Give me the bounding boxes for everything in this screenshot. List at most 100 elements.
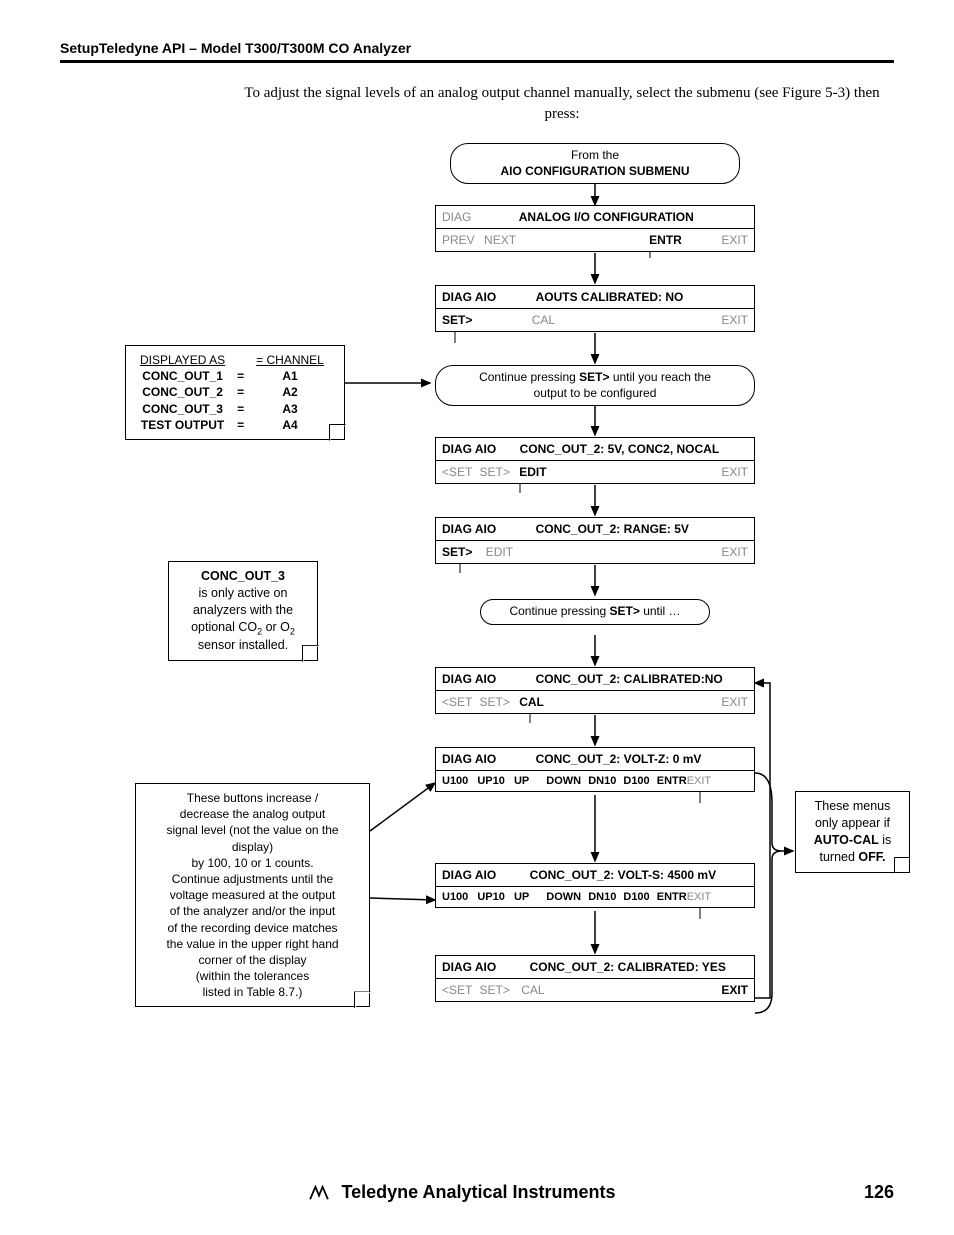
menu2-cal[interactable]: CAL [532,313,555,327]
chmap-r2c: A2 [250,384,330,400]
menu6-up10[interactable]: UP10 [477,775,505,787]
b2a: Continue pressing [509,604,609,618]
chmap-r1c: A1 [250,368,330,384]
menu1-entr[interactable]: ENTR [649,233,682,247]
menu2-set[interactable]: SET> [442,313,472,327]
menu4-edit[interactable]: EDIT [486,545,513,559]
bubble-top-line1: From the [571,148,619,162]
menu5-exit[interactable]: EXIT [721,695,748,709]
b1c: until you reach the [610,370,711,384]
channel-map-table: DISPLAYED AS= CHANNEL CONC_OUT_1=A1 CONC… [134,352,330,433]
menu-volt-s: DIAG AIO CONC_OUT_2: VOLT-S: 4500 mV U10… [435,863,755,908]
menu1-exit[interactable]: EXIT [721,233,748,247]
menu-conc-out-2-cal-yes: DIAG AIO CONC_OUT_2: CALIBRATED: YES <SE… [435,955,755,1002]
menu2-title: AOUTS CALIBRATED: NO [536,290,684,304]
page-header: SetupTeledyne API – Model T300/T300M CO … [60,40,894,63]
chmap-r2b: = [231,384,250,400]
nbj: the value in the upper right hand [166,937,338,951]
menu4-diag: DIAG AIO [442,522,496,536]
menu7-down[interactable]: DOWN [546,891,581,903]
nba: These buttons increase / [187,791,318,805]
nc3e: sensor installed. [198,638,288,652]
teledyne-logo-icon [308,1185,330,1201]
bubble-aio-submenu: From the AIO CONFIGURATION SUBMENU [450,143,740,184]
chmap-r3b: = [231,401,250,417]
footer-text: Teledyne Analytical Instruments [341,1182,615,1202]
menu8-lset[interactable]: <SET [442,983,472,997]
intro-text: To adjust the signal levels of an analog… [230,83,894,125]
b1d: output to be configured [534,386,657,400]
note-channel-map: DISPLAYED AS= CHANNEL CONC_OUT_1=A1 CONC… [125,345,345,440]
menu3-edit[interactable]: EDIT [519,465,546,479]
nc3c: analyzers with the [193,603,293,617]
bubble-press-set-2: Continue pressing SET> until … [480,599,710,625]
menu3-exit[interactable]: EXIT [721,465,748,479]
menu7-up[interactable]: UP [514,891,529,903]
menu8-rset[interactable]: SET> [479,983,509,997]
chmap-r3a: CONC_OUT_3 [134,401,231,417]
menu1-title: ANALOG I/O CONFIGURATION [519,210,694,224]
bubble-press-set-1: Continue pressing SET> until you reach t… [435,365,755,406]
menu6-dn10[interactable]: DN10 [588,775,616,787]
nc3d3: or O [262,620,290,634]
menu6-up[interactable]: UP [514,775,529,787]
menu8-diag: DIAG AIO [442,960,496,974]
nbi: of the recording device matches [167,921,337,935]
nrc2: is [879,833,892,847]
menu5-title: CONC_OUT_2: CALIBRATED:NO [536,672,723,686]
menu7-u100[interactable]: U100 [442,891,468,903]
menu6-diag: DIAG AIO [442,752,496,766]
chmap-r3c: A3 [250,401,330,417]
menu1-prev[interactable]: PREV [442,233,475,247]
chmap-h2: = CHANNEL [250,352,330,368]
chmap-r4b: = [231,417,250,433]
menu6-u100[interactable]: U100 [442,775,468,787]
menu7-entr[interactable]: ENTR [657,891,687,903]
menu7-exit[interactable]: EXIT [687,891,711,903]
menu1-next[interactable]: NEXT [484,233,516,247]
page-footer: Teledyne Analytical Instruments 126 [60,1182,894,1203]
nbc: signal level (not the value on the [166,823,338,837]
nc3d: optional CO [191,620,257,634]
b2b: SET> [610,604,640,618]
menu3-rset[interactable]: SET> [479,465,509,479]
menu3-lset[interactable]: <SET [442,465,472,479]
chmap-r4c: A4 [250,417,330,433]
menu6-title: CONC_OUT_2: VOLT-Z: 0 mV [536,752,702,766]
menu8-cal[interactable]: CAL [521,983,544,997]
menu7-up10[interactable]: UP10 [477,891,505,903]
menu-conc-out-2-range: DIAG AIO CONC_OUT_2: RANGE: 5V SET> EDIT… [435,517,755,564]
chmap-r4a: TEST OUTPUT [134,417,231,433]
menu8-title: CONC_OUT_2: CALIBRATED: YES [530,960,726,974]
b1b: SET> [579,370,609,384]
menu4-title: CONC_OUT_2: RANGE: 5V [536,522,689,536]
page: SetupTeledyne API – Model T300/T300M CO … [0,0,954,1235]
menu6-exit[interactable]: EXIT [687,775,711,787]
nrd: turned [819,850,858,864]
menu5-lset[interactable]: <SET [442,695,472,709]
b1a: Continue pressing [479,370,579,384]
nbe: by 100, 10 or 1 counts. [191,856,313,870]
menu8-exit[interactable]: EXIT [721,983,748,997]
nbk: corner of the display [198,953,306,967]
menu6-d100[interactable]: D100 [623,775,649,787]
nrc: AUTO-CAL [814,833,879,847]
menu7-dn10[interactable]: DN10 [588,891,616,903]
menu2-exit[interactable]: EXIT [721,313,748,327]
menu5-cal[interactable]: CAL [519,695,544,709]
menu4-set[interactable]: SET> [442,545,472,559]
menu-analog-io-config: DIAG ANALOG I/O CONFIGURATION PREV NEXT … [435,205,755,252]
menu6-entr[interactable]: ENTR [657,775,687,787]
nc3d4: 2 [290,626,295,636]
chmap-h1: DISPLAYED AS [134,352,231,368]
menu4-exit[interactable]: EXIT [721,545,748,559]
note-auto-cal: These menus only appear if AUTO-CAL is t… [795,791,910,873]
note-adjust-buttons: These buttons increase / decrease the an… [135,783,370,1007]
menu6-down[interactable]: DOWN [546,775,581,787]
bubble-top-line2: AIO CONFIGURATION SUBMENU [500,164,689,178]
menu5-rset[interactable]: SET> [479,695,509,709]
nbf: Continue adjustments until the [172,872,333,886]
b2c: until … [640,604,681,618]
menu7-d100[interactable]: D100 [623,891,649,903]
footer-page-number: 126 [864,1182,894,1203]
